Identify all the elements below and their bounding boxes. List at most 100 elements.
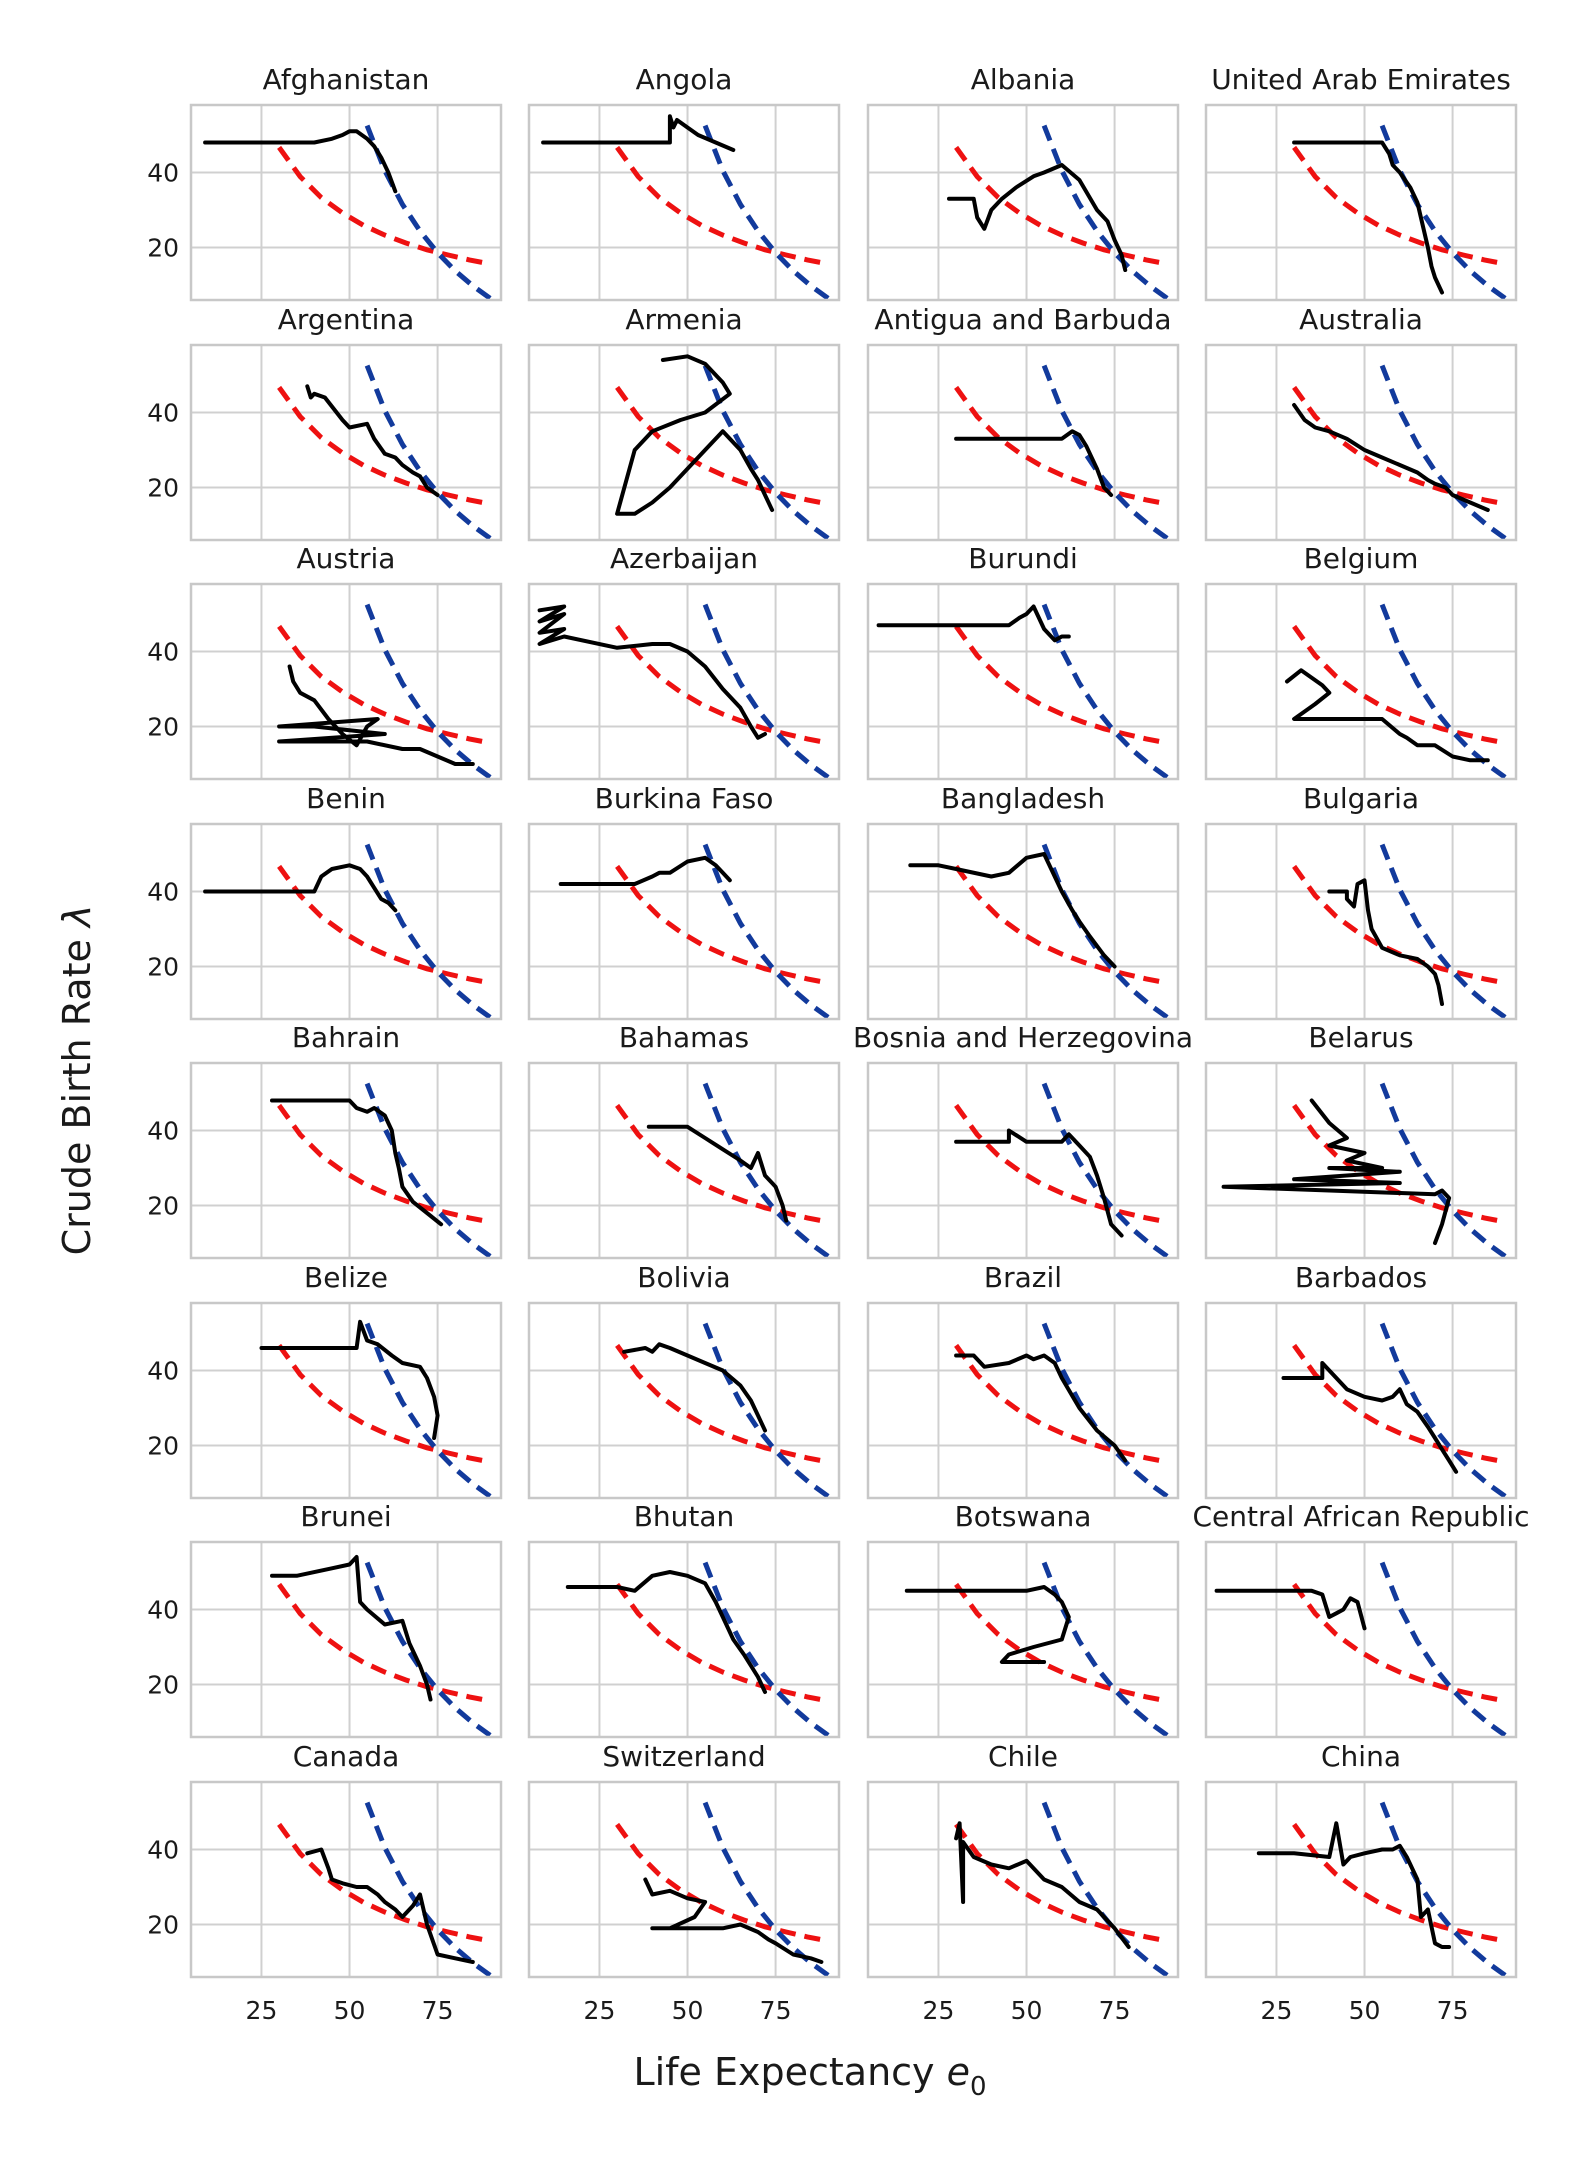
- country-trajectory-line: [565, 1570, 767, 1694]
- country-trajectory-line: [203, 863, 398, 913]
- country-trajectory-line: [904, 1585, 1071, 1664]
- panel-frame: [527, 1540, 841, 1739]
- y-tick-label: 40: [147, 1357, 179, 1386]
- country-trajectory-line: [1256, 1821, 1452, 1949]
- panel-frame: [866, 582, 1180, 781]
- panel-series: [615, 1082, 830, 1258]
- blue-reference-curve: [1041, 1561, 1169, 1737]
- panel-series: [277, 364, 492, 540]
- red-reference-curve: [615, 1822, 829, 1944]
- x-tick-label: 75: [422, 1996, 454, 2025]
- country-trajectory-line: [541, 114, 736, 152]
- panel-frame: [527, 343, 841, 542]
- y-tick-label: 40: [147, 1836, 179, 1865]
- panels-layer: Afghanistan 20 40 Angola Albania United Arab …: [147, 63, 1529, 2025]
- red-reference-curve: [277, 1822, 491, 1944]
- panel-burundi: Burundi: [866, 542, 1180, 781]
- panel-frame: [1204, 1540, 1518, 1739]
- y-tick-label: 20: [147, 953, 179, 982]
- panel-canada: Canada 20 40 25 50 75: [147, 1740, 503, 2025]
- panel-bolivia: Bolivia: [527, 1261, 841, 1500]
- x-axis-label-text: Life Expectancy: [633, 2050, 946, 2094]
- y-tick-label: 20: [147, 1432, 179, 1461]
- panel-australia: Australia: [1204, 303, 1518, 542]
- blue-reference-curve: [364, 1561, 492, 1737]
- country-trajectory-line: [270, 1555, 433, 1702]
- panel-series: [615, 1801, 830, 1977]
- panel-austria: Austria 20 40: [147, 542, 503, 781]
- panel-series: [565, 1561, 830, 1737]
- panel-frame: [866, 1780, 1180, 1979]
- red-reference-curve: [277, 864, 491, 986]
- panel-series: [1292, 364, 1507, 540]
- red-reference-curve: [615, 1582, 829, 1704]
- red-reference-curve: [277, 385, 491, 507]
- y-tick-label: 20: [147, 234, 179, 263]
- panel-series: [1221, 1082, 1507, 1258]
- panel-frame: [866, 103, 1180, 302]
- country-trajectory-line: [1221, 1098, 1452, 1245]
- blue-reference-curve: [702, 603, 830, 779]
- panel-title: Azerbaijan: [610, 542, 758, 575]
- panel-series: [270, 1082, 492, 1258]
- panel-angola: Angola: [527, 63, 841, 302]
- panel-frame: [189, 1780, 503, 1979]
- blue-reference-curve: [364, 1082, 492, 1258]
- panel-title: Albania: [971, 63, 1076, 96]
- country-trajectory-line: [622, 1342, 767, 1433]
- blue-reference-curve: [702, 1322, 830, 1498]
- panel-title: Barbados: [1295, 1261, 1427, 1294]
- panel-title: Bhutan: [634, 1500, 735, 1533]
- panel-frame: [866, 343, 1180, 542]
- blue-reference-curve: [1041, 1082, 1169, 1258]
- panel-title: Belarus: [1308, 1021, 1413, 1054]
- panel-chile: Chile 25 50 75: [866, 1740, 1180, 2025]
- y-tick-label: 20: [147, 474, 179, 503]
- panel-benin: Benin 20 40: [147, 782, 503, 1021]
- panel-frame: [1204, 822, 1518, 1021]
- x-axis-label-symbol: e: [947, 2050, 970, 2094]
- country-trajectory-line: [954, 429, 1114, 497]
- red-reference-curve: [1292, 145, 1506, 267]
- panel-barbados: Barbados: [1204, 1261, 1518, 1500]
- panel-frame: [189, 343, 503, 542]
- country-trajectory-line: [1327, 878, 1444, 1006]
- panel-brazil: Brazil: [866, 1261, 1180, 1500]
- panel-title: Antigua and Barbuda: [874, 303, 1171, 336]
- panel-series: [259, 1319, 492, 1498]
- x-tick-label: 50: [1349, 1996, 1381, 2025]
- panel-title: Afghanistan: [263, 63, 430, 96]
- panel-frame: [866, 1540, 1180, 1739]
- x-tick-label: 25: [246, 1996, 278, 2025]
- panel-frame: [1204, 1061, 1518, 1260]
- panel-bulgaria: Bulgaria: [1204, 782, 1518, 1021]
- y-axis-label-symbol: λ: [55, 905, 99, 930]
- panel-series: [954, 1322, 1169, 1498]
- panel-series: [904, 1561, 1169, 1737]
- panel-series: [277, 603, 492, 779]
- country-trajectory-line: [1214, 1588, 1367, 1631]
- blue-reference-curve: [1041, 364, 1169, 540]
- country-trajectory-line: [203, 129, 398, 194]
- panel-series: [203, 843, 492, 1019]
- red-reference-curve: [954, 864, 1168, 986]
- panel-title: Benin: [306, 782, 386, 815]
- country-trajectory-line: [954, 1128, 1124, 1238]
- y-tick-label: 40: [147, 638, 179, 667]
- country-trajectory-line: [947, 163, 1128, 272]
- red-reference-curve: [277, 1343, 491, 1465]
- panel-frame: [189, 822, 503, 1021]
- panel-series: [876, 603, 1169, 779]
- panel-frame: [527, 822, 841, 1021]
- panel-botswana: Botswana: [866, 1500, 1180, 1739]
- country-trajectory-line: [876, 604, 1071, 643]
- panel-series: [947, 124, 1169, 300]
- panel-central-african-republic: Central African Republic: [1192, 1500, 1530, 1739]
- blue-reference-curve: [1379, 1801, 1507, 1977]
- country-trajectory-line: [615, 354, 775, 516]
- x-tick-label: 50: [672, 1996, 704, 2025]
- blue-reference-curve: [1041, 603, 1169, 779]
- panel-bahrain: Bahrain 20 40: [147, 1021, 503, 1260]
- panel-albania: Albania: [866, 63, 1180, 302]
- panel-series: [1256, 1801, 1507, 1977]
